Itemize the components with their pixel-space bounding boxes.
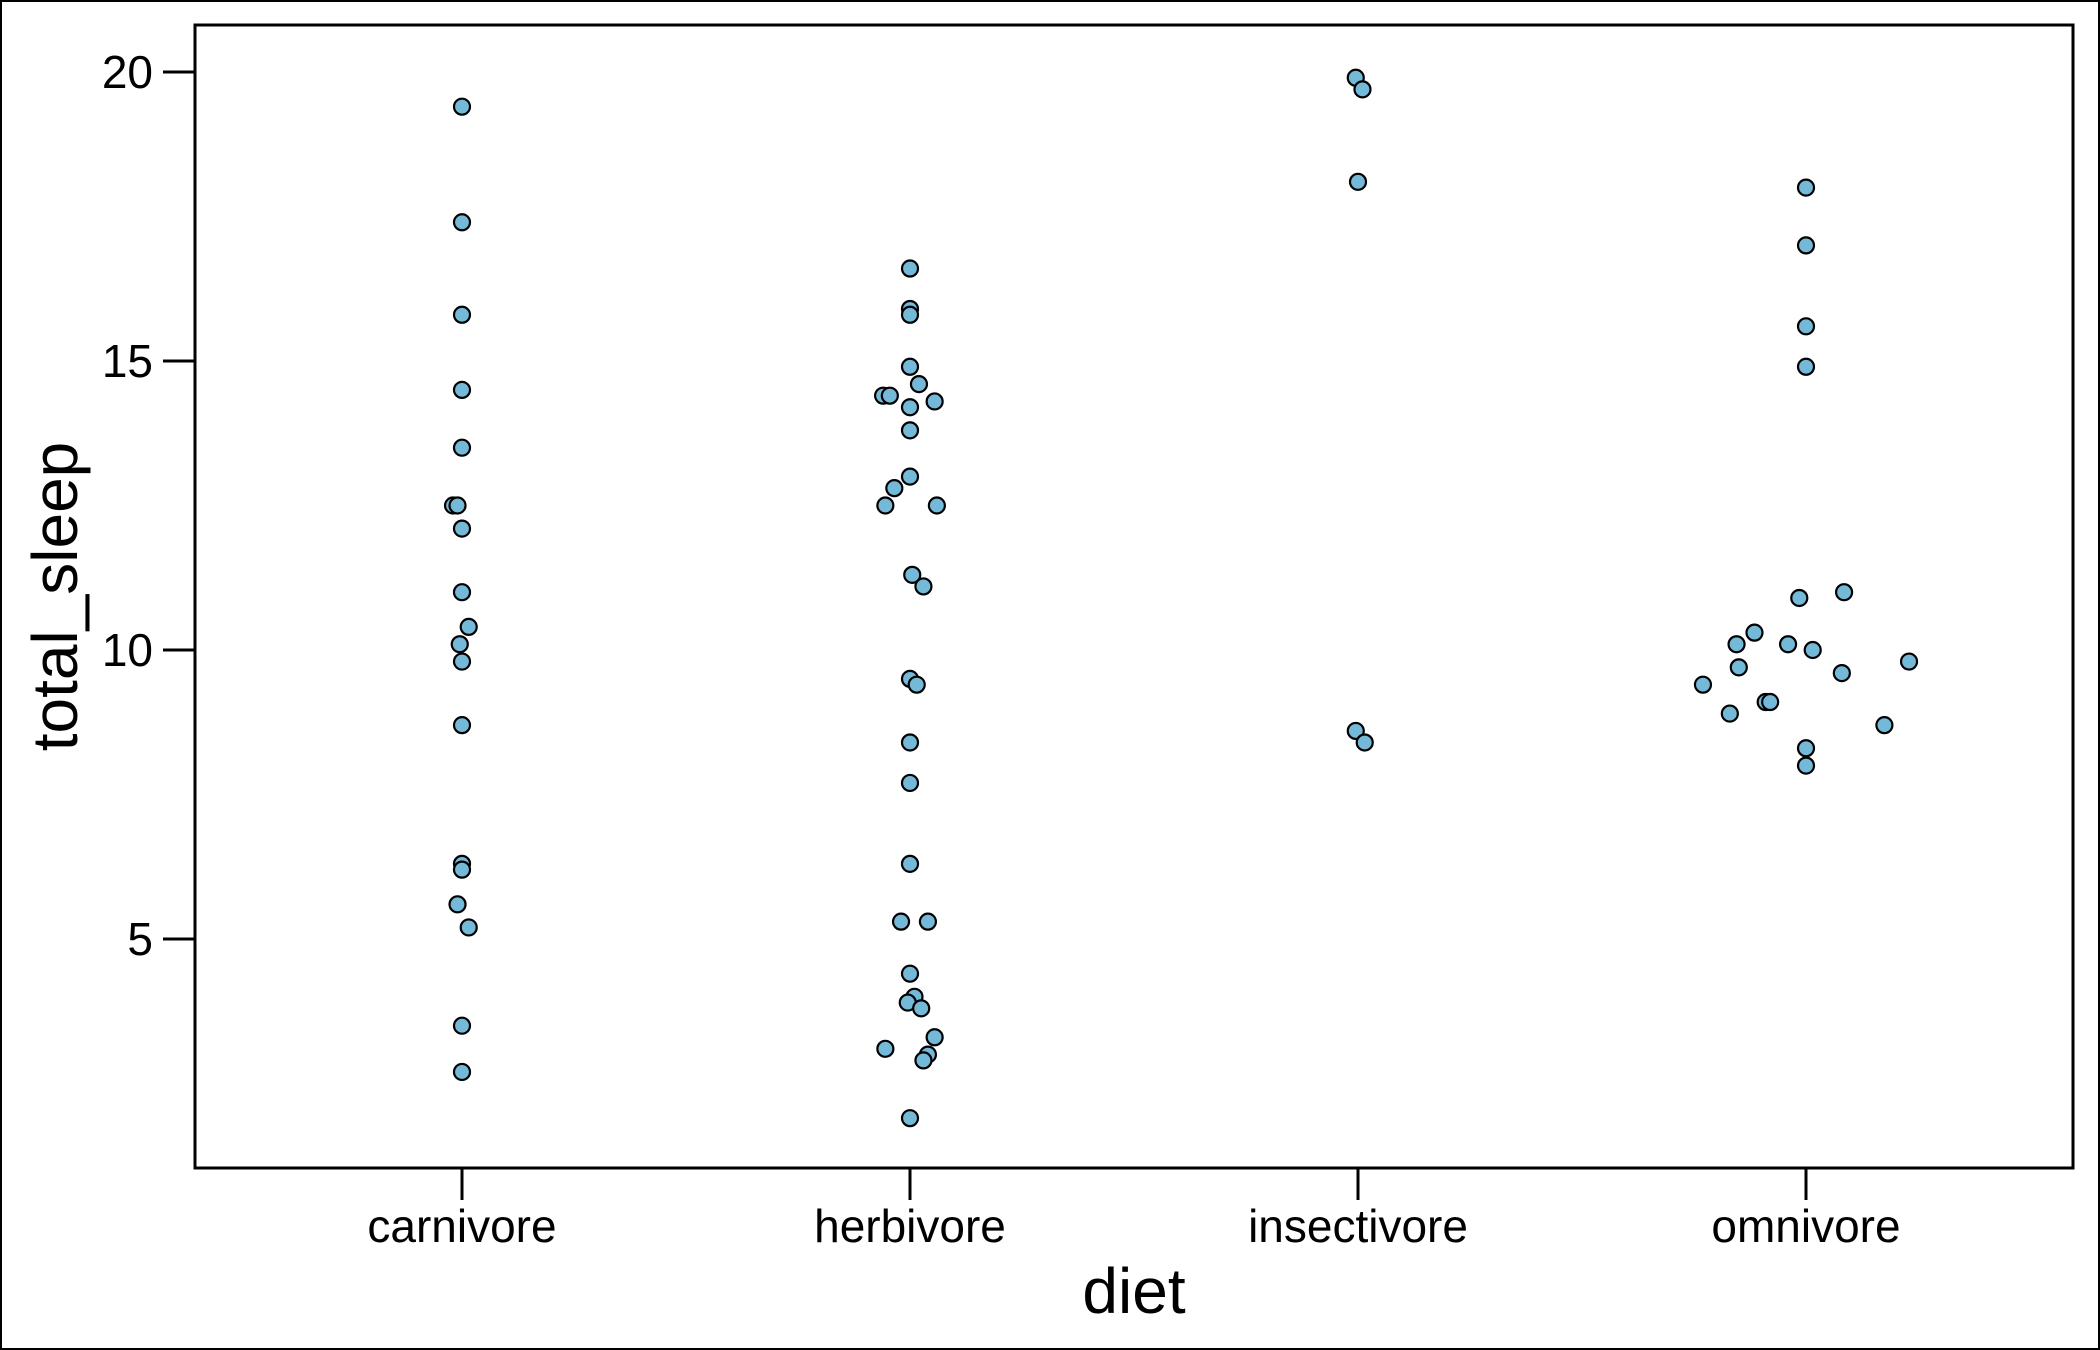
data-point-carnivore [452,213,472,232]
data-point-herbivore [900,773,920,793]
y-axis-label: total_sleep [19,442,91,752]
y-axis: 5 10 15 20 [102,46,195,965]
data-point-omnivore [1832,664,1851,683]
data-point-omnivore [1745,623,1764,642]
data-point-herbivore [912,999,931,1018]
data-point-omnivore [1790,588,1809,608]
data-point-herbivore [900,305,920,324]
y-tick-label: 20 [102,46,153,98]
data-point-herbivore [927,496,946,515]
y-tick-label: 15 [102,335,153,387]
data-point-omnivore [1796,357,1816,376]
data-point-herbivore [876,496,895,515]
data-point-herbivore [909,375,929,394]
data-point-herbivore [876,1039,895,1058]
data-point-carnivore [452,519,472,538]
data-point-herbivore [891,912,911,931]
data-point-insectivore [1348,172,1368,191]
data-point-omnivore [1796,317,1816,336]
data-points [443,68,1919,1128]
data-point-herbivore [900,259,920,278]
data-point-carnivore [448,496,467,515]
y-tick-label: 10 [102,624,153,676]
data-point-omnivore [1803,640,1822,660]
data-point-carnivore [459,617,478,636]
data-point-herbivore [900,357,920,376]
x-axis-label: diet [1082,1255,1185,1327]
data-point-carnivore [452,380,472,399]
data-point-carnivore [448,895,467,914]
data-point-insectivore [1355,733,1374,752]
data-point-carnivore [452,716,472,735]
data-point-herbivore [907,675,926,694]
x-tick-label-carnivore: carnivore [367,1200,556,1252]
data-point-carnivore [452,583,472,602]
data-point-omnivore [1796,739,1816,758]
data-point-herbivore [900,398,920,417]
x-tick-label-omnivore: omnivore [1711,1200,1900,1252]
data-point-herbivore [900,421,920,440]
data-point-omnivore [1778,635,1798,654]
data-point-carnivore [452,305,472,324]
data-point-herbivore [900,467,920,486]
data-point-herbivore [885,479,904,498]
data-point-omnivore [1720,704,1739,723]
data-point-herbivore [900,854,920,873]
data-point-carnivore [459,918,478,937]
data-point-herbivore [900,733,920,752]
data-point-carnivore [452,860,472,879]
data-point-insectivore [1353,80,1372,99]
data-point-omnivore [1761,692,1780,712]
data-point-omnivore [1875,716,1894,735]
data-point-omnivore [1796,178,1816,197]
data-point-herbivore [914,577,933,596]
y-tick-label: 5 [127,913,153,965]
data-point-herbivore [900,1109,920,1128]
data-point-herbivore [925,392,944,411]
data-point-omnivore [1899,652,1919,671]
data-point-carnivore [452,652,472,671]
x-tick-label-herbivore: herbivore [814,1200,1006,1252]
x-tick-label-insectivore: insectivore [1248,1200,1468,1252]
data-point-omnivore [1693,675,1713,694]
data-point-herbivore [914,1051,933,1070]
data-point-omnivore [1729,658,1748,677]
data-point-herbivore [903,565,922,584]
data-point-carnivore [450,635,469,654]
data-point-carnivore [452,1062,472,1082]
plot-area [193,23,2075,1170]
data-point-herbivore [918,912,938,931]
data-point-omnivore [1727,635,1746,654]
data-point-omnivore [1834,583,1854,602]
data-point-omnivore [1796,756,1816,775]
x-axis: carnivore herbivore insectivore omnivore [367,1168,1901,1252]
data-point-carnivore [452,438,472,457]
data-point-carnivore [452,1016,472,1035]
data-point-herbivore [925,1028,944,1047]
data-point-herbivore [880,386,899,405]
data-point-carnivore [452,97,472,116]
data-point-omnivore [1796,236,1816,255]
data-point-herbivore [900,964,920,983]
